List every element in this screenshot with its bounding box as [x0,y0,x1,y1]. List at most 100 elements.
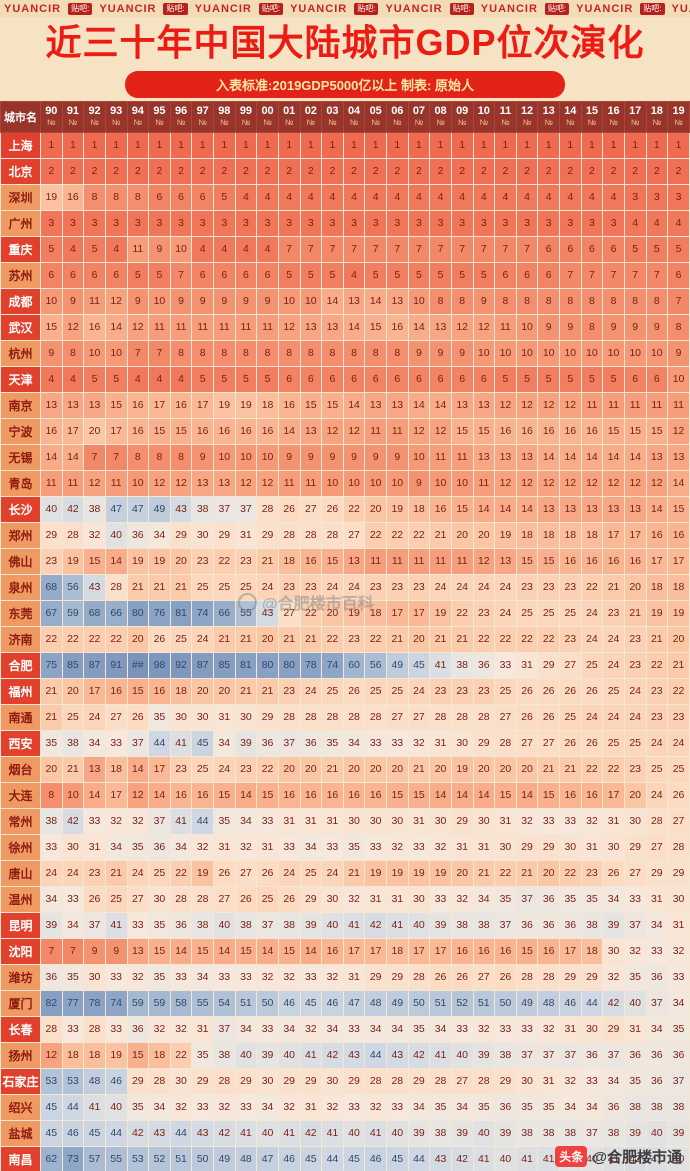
rank-cell: 34 [407,1093,431,1121]
rank-cell: 48 [364,989,387,1017]
rank-cell: 26 [234,885,258,913]
rank-cell: 24 [580,703,604,731]
year-header: 01 № [277,100,301,133]
rank-cell: 22 [169,859,193,887]
rank-cell: 11 [450,443,474,471]
rank-cell: 27 [667,807,690,835]
rank-cell: 13 [645,443,669,471]
rank-cell: 9 [364,443,387,471]
rank-cell: 10 [645,339,669,367]
rank-cell: 25 [148,859,171,887]
rank-cell: 33 [407,833,431,861]
rank-cell: 30 [61,833,85,861]
rank-cell: 29 [559,963,582,991]
rank-cell: 41 [429,651,452,679]
rank-cell: 33 [104,963,128,991]
rank-cell: 2 [515,157,539,185]
rank-cell: 31 [450,833,474,861]
rank-cell: 17 [104,417,128,445]
rank-cell: 39 [234,729,258,757]
rank-cell: 6 [602,235,625,263]
rank-cell: 32 [277,963,301,991]
rank-cell: 16 [515,417,539,445]
rank-cell: 16 [429,495,452,523]
rank-cell: 2 [342,157,366,185]
rank-cell: 1 [515,131,539,159]
rank-cell: 23 [537,573,560,601]
rank-cell: 15 [494,781,517,809]
rank-cell: 10 [667,365,690,393]
rank-cell: 7 [364,235,387,263]
rank-cell: 1 [537,131,560,159]
rank-cell: 4 [277,183,301,211]
rank-cell: 1 [559,131,582,159]
rank-cell: 6 [364,365,387,393]
city-row: 温州 34 33 26 25 27 30 28 28 27 26 25 26 29 30 32 31 31 30 33… [0,885,690,913]
rank-cell: 39 [450,1119,474,1147]
rank-cell: 38 [191,495,214,523]
rank-cell: 7 [277,235,301,263]
rank-cell: 10 [580,339,604,367]
rank-cell: 20 [472,755,496,783]
rank-cell: 16 [83,313,106,341]
city-row: 徐州 33 30 31 34 35 36 34 32 31 32 31 33 34 33 35 33 32 33 32… [0,833,690,861]
rank-cell: 37 [602,1041,625,1069]
rank-cell: 40 [450,1041,474,1069]
rank-cell: 9 [559,313,582,341]
rank-cell: 68 [83,599,106,627]
rank-cell: 20 [623,781,647,809]
rank-cell: 4 [256,235,279,263]
rank-cell: 5 [602,365,625,393]
city-row: 杭州 9 8 10 10 7 7 8 8 8 8 8 8 8 8 8 8 8 9 9 9 10 10 10 10 10 10 10 10… [0,339,690,367]
rank-cell: 11 [213,313,236,341]
rank-cell: 50 [191,1145,214,1171]
rank-cell: 41 [299,1041,323,1069]
rank-cell: 35 [61,963,85,991]
year-header: 99 № [234,100,258,133]
rank-cell: 24 [494,599,517,627]
rank-cell: 25 [537,599,560,627]
rank-cell: 24 [321,859,344,887]
rank-cell: 28 [299,521,323,549]
rank-cell: 49 [515,989,539,1017]
rank-cell: 7 [645,261,669,289]
rank-cell: 55 [191,989,214,1017]
rank-cell: 30 [342,807,366,835]
watermark-brand: YUANCIR [194,2,252,15]
rank-cell: 14 [472,781,496,809]
rank-cell: 22 [667,677,690,705]
rank-cell: 9 [472,287,496,315]
rank-cell: 22 [299,599,323,627]
rank-cell: 28 [277,521,301,549]
city-row: 广州 3 3 3 3 3 3 3 3 3 3 3 3 3 3 3 3 3 3 3 3 3 3 3 3 3 3 3 4 4 4 [0,209,690,237]
rank-cell: 18 [277,547,301,575]
rank-cell: 6 [494,261,517,289]
rank-cell: 26 [602,859,625,887]
rank-cell: 24 [602,651,625,679]
rank-cell: 19 [429,859,452,887]
rank-cell: 44 [169,1119,193,1147]
rank-cell: 2 [494,157,517,185]
rank-cell: 16 [321,781,344,809]
rank-cell: 28 [299,703,323,731]
rank-cell: 44 [191,807,214,835]
rank-cell: 33 [104,1015,128,1043]
rank-cell: 13 [342,547,366,575]
rank-cell: 32 [580,807,604,835]
year-header: 14 № [559,100,582,133]
rank-cell: 7 [299,235,323,263]
rank-cell: 7 [386,235,409,263]
rank-cell: 13 [429,313,452,341]
rank-cell: 31 [234,521,258,549]
city-row: 东莞 67 59 68 66 80 76 81 74 66 55 43 27 22 20 19 18 17 17 19… [0,599,690,627]
rank-cell: 49 [386,989,409,1017]
rank-cell: 4 [580,183,604,211]
rank-cell: 31 [256,833,279,861]
rank-cell: 33 [580,1067,604,1095]
rank-cell: 39 [667,1119,690,1147]
rank-cell: 8 [83,183,106,211]
city-name: 长沙 [0,495,41,523]
rank-cell: 10 [623,339,647,367]
rank-cell: 8 [623,287,647,315]
rank-cell: 45 [299,989,323,1017]
